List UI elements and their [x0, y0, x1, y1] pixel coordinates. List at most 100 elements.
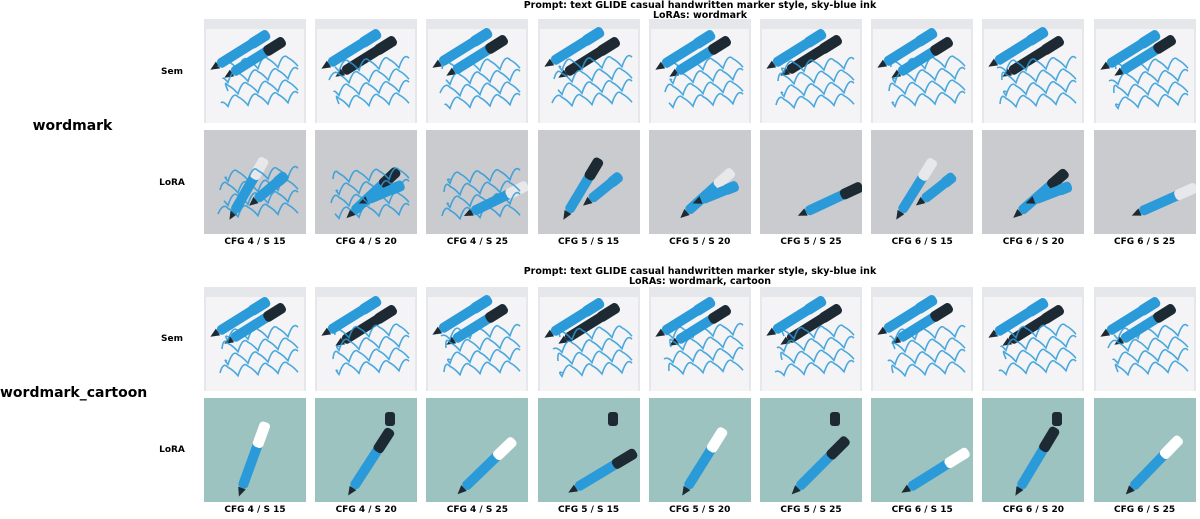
column-caption: CFG 5 / S 25 — [780, 505, 842, 515]
image-thumbnail — [1093, 130, 1196, 234]
thumbnail-image — [315, 130, 418, 234]
image-thumbnail — [760, 130, 862, 234]
image-thumbnail — [204, 130, 306, 234]
image-thumbnail — [982, 287, 1085, 391]
image-thumbnail — [426, 287, 529, 391]
column-caption: CFG 5 / S 25 — [780, 237, 842, 247]
column-caption: CFG 4 / S 20 — [335, 505, 397, 515]
thumbnail-image — [537, 130, 640, 234]
thumbnail-image — [648, 130, 751, 234]
image-thumbnail — [760, 398, 862, 502]
image-thumbnail — [537, 19, 640, 123]
image-thumbnail — [426, 130, 529, 234]
thumbnail-image — [204, 287, 306, 391]
thumbnail-image — [760, 287, 862, 391]
thumbnail-image — [871, 398, 974, 502]
column-caption: CFG 4 / S 25 — [446, 237, 508, 247]
column-caption: CFG 6 / S 20 — [1002, 505, 1064, 515]
prompt-text: Prompt: text GLIDE casual handwritten ma… — [523, 266, 877, 277]
thumbnail-image — [426, 19, 529, 123]
thumbnail-image — [982, 287, 1085, 391]
image-thumbnail — [760, 19, 862, 123]
image-thumbnail — [1093, 19, 1196, 123]
thumbnail-image — [426, 130, 529, 234]
image-thumbnail — [982, 398, 1085, 502]
column-caption: CFG 5 / S 20 — [669, 237, 731, 247]
thumbnail-image — [760, 130, 862, 234]
thumbnail-image — [648, 398, 751, 502]
image-thumbnail — [315, 398, 418, 502]
row-label: Sem — [161, 67, 183, 77]
image-thumbnail — [537, 130, 640, 234]
image-thumbnail — [871, 398, 974, 502]
image-thumbnail — [1093, 287, 1196, 391]
comparison-block-2: Prompt: text GLIDE casual handwritten ma… — [0, 266, 1200, 519]
thumbnail-image — [648, 287, 751, 391]
column-caption: CFG 5 / S 15 — [557, 237, 620, 247]
thumbnail-image — [982, 19, 1085, 123]
image-thumbnail — [982, 130, 1085, 234]
image-thumbnail — [1093, 398, 1196, 502]
thumbnail-image — [1093, 287, 1196, 391]
image-thumbnail — [315, 130, 418, 234]
thumbnail-image — [204, 130, 306, 234]
image-thumbnail — [204, 398, 306, 502]
column-caption: CFG 6 / S 25 — [1113, 505, 1176, 515]
column-caption: CFG 5 / S 20 — [669, 505, 731, 515]
thumbnail-image — [537, 287, 640, 391]
row-label: LoRA — [159, 445, 185, 455]
loras-text: LoRAs: wordmark — [652, 10, 748, 21]
thumbnail-image — [982, 398, 1085, 502]
column-caption: CFG 6 / S 25 — [1113, 237, 1176, 247]
image-thumbnail — [426, 398, 529, 502]
prompt-text: Prompt: text GLIDE casual handwritten ma… — [523, 0, 877, 11]
loras-text: LoRAs: wordmark, cartoon — [628, 276, 772, 287]
column-caption: CFG 5 / S 15 — [557, 505, 620, 515]
column-caption: CFG 6 / S 15 — [891, 505, 953, 515]
image-thumbnail — [426, 19, 529, 123]
image-thumbnail — [871, 287, 974, 391]
group-label: wordmark — [32, 118, 113, 134]
thumbnail-image — [426, 398, 529, 502]
image-thumbnail — [648, 287, 751, 391]
thumbnail-image — [537, 19, 640, 123]
thumbnail-image — [537, 398, 640, 502]
thumbnail-image — [760, 19, 862, 123]
image-thumbnail — [204, 19, 306, 123]
image-thumbnail — [648, 19, 751, 123]
thumbnail-image — [204, 398, 306, 502]
thumbnail-image — [204, 19, 306, 123]
thumbnail-image — [1093, 19, 1196, 123]
column-caption: CFG 6 / S 20 — [1002, 237, 1064, 247]
image-thumbnail — [537, 398, 640, 502]
thumbnail-image — [315, 398, 418, 502]
image-thumbnail — [648, 398, 751, 502]
image-thumbnail — [537, 287, 640, 391]
thumbnail-image — [1093, 130, 1196, 234]
thumbnail-image — [315, 19, 418, 123]
row-label: LoRA — [159, 178, 185, 188]
image-thumbnail — [315, 287, 418, 391]
thumbnail-image — [1093, 398, 1196, 502]
column-caption: CFG 4 / S 15 — [224, 237, 286, 247]
thumbnail-image — [426, 287, 529, 391]
thumbnail-image — [871, 287, 974, 391]
thumbnail-image — [315, 287, 418, 391]
image-thumbnail — [760, 287, 862, 391]
image-thumbnail — [871, 19, 974, 123]
image-thumbnail — [871, 130, 974, 234]
column-caption: CFG 4 / S 20 — [335, 237, 397, 247]
column-caption: CFG 4 / S 15 — [224, 505, 286, 515]
column-caption: CFG 6 / S 15 — [891, 237, 953, 247]
group-label: wordmark_cartoon — [0, 385, 148, 401]
image-thumbnail — [648, 130, 751, 234]
thumbnail-image — [871, 19, 974, 123]
thumbnail-image — [648, 19, 751, 123]
thumbnail-image — [982, 130, 1085, 234]
image-thumbnail — [982, 19, 1085, 123]
image-thumbnail — [315, 19, 418, 123]
thumbnail-image — [871, 130, 974, 234]
row-label: Sem — [161, 334, 183, 344]
image-thumbnail — [204, 287, 306, 391]
comparison-block-1: Prompt: text GLIDE casual handwritten ma… — [0, 0, 1200, 250]
